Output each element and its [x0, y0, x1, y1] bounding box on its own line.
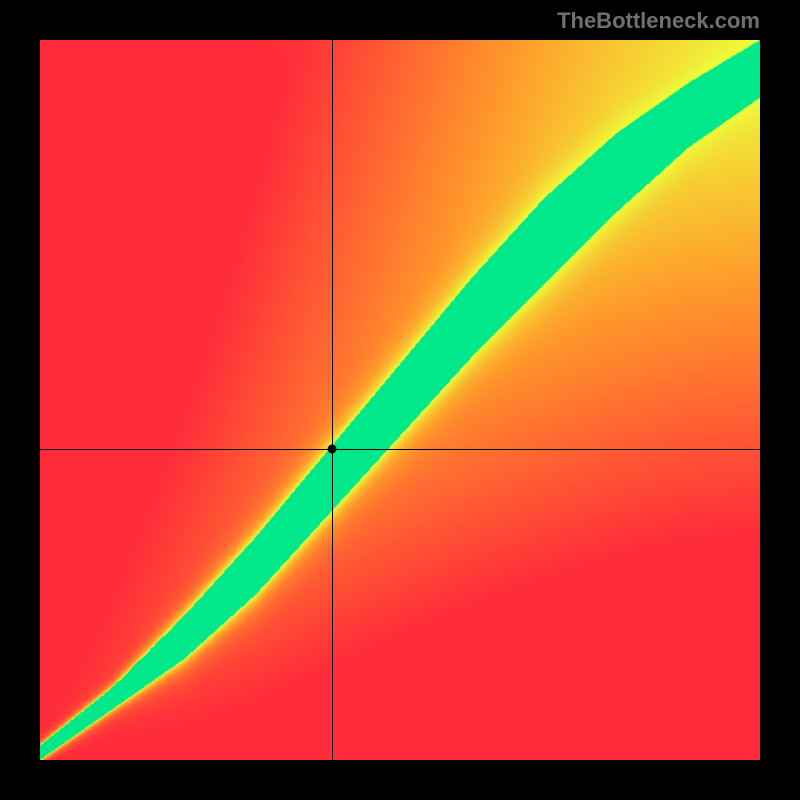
crosshair-vertical	[332, 40, 333, 760]
crosshair-horizontal	[40, 449, 760, 450]
marker-dot	[327, 444, 336, 453]
watermark-text: TheBottleneck.com	[557, 8, 760, 34]
plot-area	[40, 40, 760, 760]
heatmap-canvas	[40, 40, 760, 760]
